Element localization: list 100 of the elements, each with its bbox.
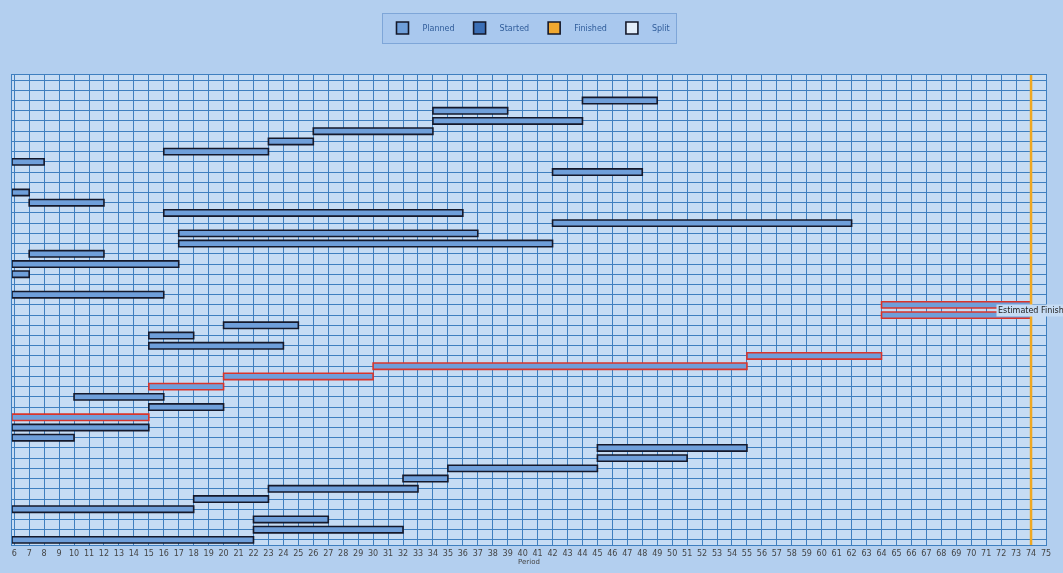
x-tick-label: 73 <box>1011 548 1022 558</box>
bar <box>12 413 150 422</box>
x-tick-label: 32 <box>397 548 409 558</box>
bar <box>12 290 165 299</box>
x-tick-label: 38 <box>487 548 498 558</box>
x-tick-label: 63 <box>861 548 872 558</box>
x-tick-label: 47 <box>622 548 633 558</box>
x-tick-label: 74 <box>1025 548 1037 558</box>
x-tick-label: 28 <box>338 548 349 558</box>
bar <box>252 515 330 524</box>
x-tick-label: 56 <box>756 548 767 558</box>
x-tick-label: 43 <box>562 548 573 558</box>
bar <box>12 270 30 279</box>
x-tick-label: 13 <box>113 548 124 558</box>
x-tick-label: 14 <box>128 548 139 558</box>
x-tick-label: 70 <box>966 548 977 558</box>
bar <box>12 260 180 268</box>
bar <box>12 157 45 166</box>
x-tick-label: 64 <box>876 548 887 558</box>
x-tick-label: 71 <box>981 548 992 558</box>
bar <box>28 198 105 207</box>
bar <box>222 321 300 330</box>
x-tick-label: 22 <box>248 548 259 558</box>
x-tick-label: 24 <box>278 548 289 558</box>
x-tick-label: 12 <box>98 548 110 558</box>
bar <box>581 96 659 105</box>
x-tick-label: 36 <box>457 548 468 558</box>
x-tick-label: 26 <box>308 548 319 558</box>
bar <box>177 229 479 238</box>
bar <box>73 392 165 401</box>
x-tick-label: 72 <box>996 548 1007 558</box>
x-tick-label: 61 <box>831 548 842 558</box>
x-tick-label: 48 <box>637 548 648 558</box>
bar <box>148 403 225 412</box>
x-tick-label: 7 <box>26 548 32 558</box>
x-tick-label: 23 <box>263 548 274 558</box>
bar <box>148 341 285 350</box>
bar <box>222 372 374 381</box>
x-tick-label: 30 <box>368 548 379 558</box>
x-tick-label: 33 <box>412 548 424 558</box>
x-tick-label: 68 <box>936 548 947 558</box>
x-tick-label: 65 <box>891 548 902 558</box>
legend-label: Planned <box>422 24 455 34</box>
x-tick-label: 17 <box>173 548 184 558</box>
x-tick-label: 41 <box>532 548 543 558</box>
bar <box>12 505 195 514</box>
x-tick-label: 45 <box>592 548 603 558</box>
x-tick-label: 29 <box>353 548 364 558</box>
x-tick-label: 19 <box>203 548 214 558</box>
bar <box>402 474 449 483</box>
bar <box>192 495 270 503</box>
x-tick-label: 18 <box>188 548 199 558</box>
bar <box>267 137 315 146</box>
bar <box>596 443 748 452</box>
bar <box>596 454 688 463</box>
legend-label: Finished <box>574 24 607 34</box>
x-tick-label: 46 <box>607 548 618 558</box>
x-tick-label: 66 <box>906 548 917 558</box>
bar <box>12 188 30 197</box>
bar <box>432 117 584 125</box>
x-tick-label: 67 <box>921 548 932 558</box>
bar <box>551 168 644 177</box>
x-tick-label: 44 <box>577 548 588 558</box>
bar <box>432 106 509 115</box>
x-tick-label: 20 <box>218 548 229 558</box>
bar <box>447 464 599 473</box>
x-tick-label: 39 <box>502 548 513 558</box>
x-tick-label: 42 <box>547 548 558 558</box>
bar <box>148 382 225 391</box>
x-tick-label: 27 <box>323 548 334 558</box>
bar <box>746 352 883 360</box>
bar <box>267 484 419 493</box>
x-tick-label: 6 <box>11 548 17 558</box>
bar <box>312 127 434 136</box>
x-tick-label: 62 <box>846 548 857 558</box>
x-tick-label: 58 <box>786 548 797 558</box>
x-tick-label: 54 <box>726 548 738 558</box>
legend-label: Started <box>499 24 530 34</box>
bar <box>177 239 554 248</box>
x-tick-label: 21 <box>233 548 244 558</box>
bar <box>551 219 853 228</box>
legend-label: Split <box>651 24 670 34</box>
bar <box>12 535 255 544</box>
x-tick-label: 55 <box>741 548 753 558</box>
x-tick-label: 75 <box>1040 548 1052 558</box>
x-tick-label: 40 <box>517 548 528 558</box>
bar <box>162 208 464 217</box>
x-tick-label: 34 <box>427 548 439 558</box>
x-tick-label: 50 <box>667 548 678 558</box>
bar <box>162 147 270 156</box>
bar <box>12 433 75 442</box>
x-tick-label: 51 <box>682 548 693 558</box>
x-tick-label: 15 <box>143 548 154 558</box>
bar <box>28 249 105 258</box>
x-tick-label: 60 <box>816 548 827 558</box>
x-tick-label: 37 <box>472 548 483 558</box>
x-tick-label: 9 <box>56 548 62 558</box>
x-tick-label: 16 <box>158 548 169 558</box>
bar <box>372 362 748 371</box>
x-tick-label: 10 <box>68 548 80 558</box>
